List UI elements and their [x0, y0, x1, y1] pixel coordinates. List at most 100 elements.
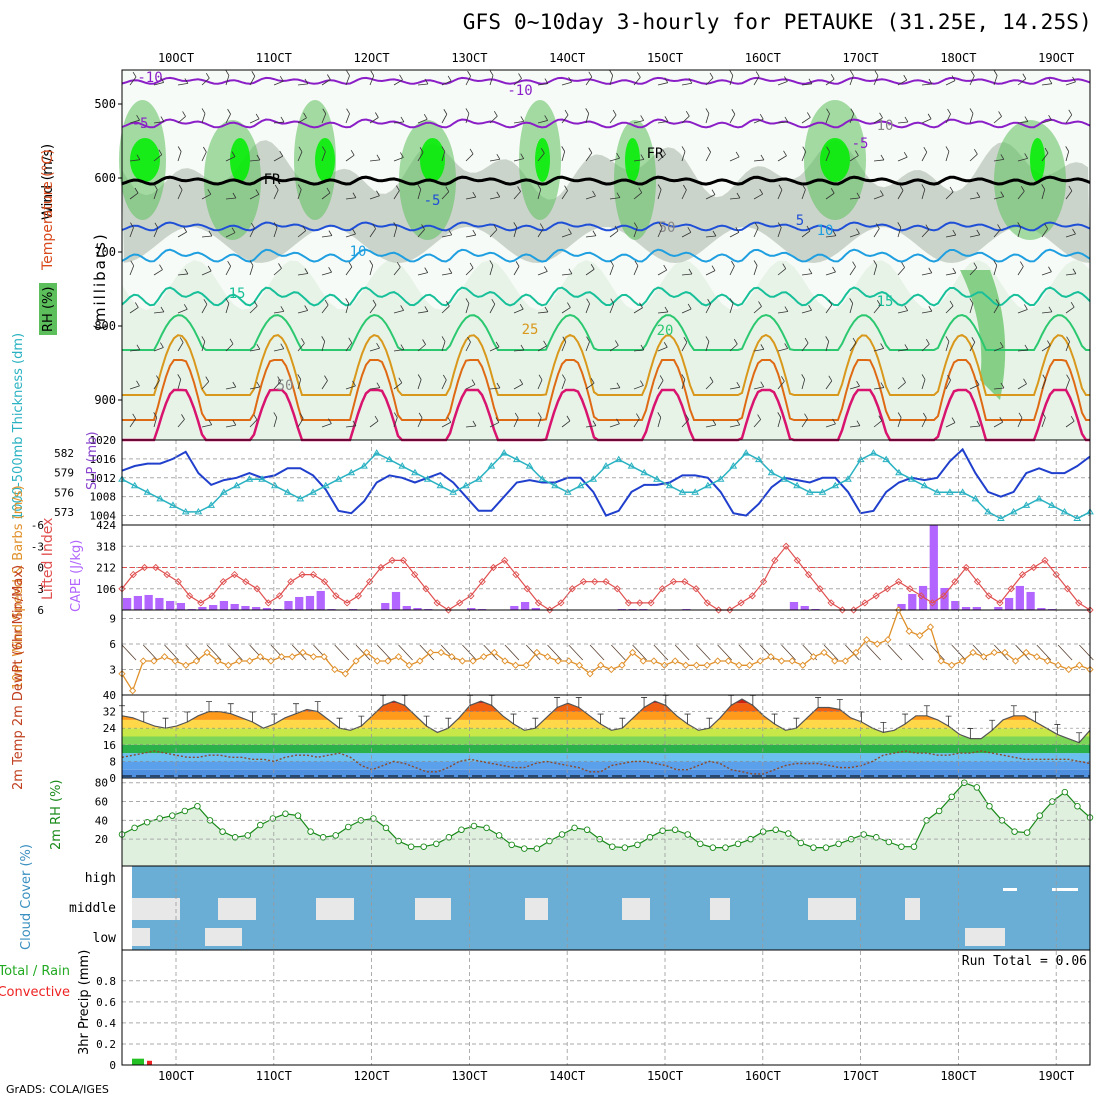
thickness-marker [678, 488, 687, 495]
wind-barb [417, 417, 423, 428]
wind-barb-flag [925, 224, 930, 230]
cape-bar [327, 608, 336, 610]
li-tick-6: 6 [37, 604, 44, 617]
li-marker [242, 578, 250, 586]
upper-air-panel: -10 -10 -5 -5 FR FR -5 5 10 10 15 15 20 25 50 50 10 Wind … [39, 70, 1091, 442]
rh-saturated-patch [420, 138, 445, 182]
cape-bar [510, 605, 519, 610]
wind-barb [129, 418, 137, 428]
wind-barb-flag [399, 74, 403, 81]
wind-barb-flag [441, 146, 446, 152]
wind-barb-flag [880, 343, 885, 349]
wind-barb [801, 117, 811, 124]
wind-barb-flag [1048, 306, 1053, 313]
wind10m-marker [256, 653, 264, 661]
minmax-whisker [1032, 711, 1039, 722]
wind-barb [945, 80, 956, 86]
wind-barb-flag [561, 146, 566, 152]
wind-barb [417, 272, 428, 276]
minmax-whisker [510, 713, 517, 725]
wind-barb-flag [396, 185, 400, 191]
wind-barb-flag [1066, 336, 1070, 342]
wind-barb [465, 341, 471, 352]
surface-wind-barb [504, 644, 520, 661]
wind-barb-flag [136, 380, 140, 387]
wind-barb [921, 310, 932, 314]
li-marker [512, 570, 520, 579]
ylabel-rh2m: 2m RH (%) [49, 779, 64, 850]
wind-barb [297, 230, 306, 238]
contour-label: 10 [877, 118, 894, 134]
wind-barb [417, 311, 428, 314]
wind-barb-flag [398, 377, 403, 383]
rh2m-marker [659, 827, 666, 834]
wind10m-marker [320, 653, 328, 661]
cape-bar [961, 606, 971, 610]
wind10m-marker [777, 657, 786, 665]
wind-barb-flag [856, 420, 861, 426]
wind-barb-flag [634, 260, 639, 267]
wind-barb [729, 114, 736, 124]
thickness-marker [640, 468, 649, 476]
minmax-whisker [206, 701, 213, 712]
x-tick-top-11OCT: 11OCT [256, 51, 292, 65]
cloud-row-low: low [93, 931, 117, 946]
wind-barb [825, 78, 835, 86]
wind10m-marker [522, 661, 530, 669]
wind10m-marker [607, 665, 615, 674]
temp-tick-16: 16 [103, 739, 116, 752]
wind-barb [393, 382, 403, 390]
thickness-marker [563, 488, 572, 495]
wind-barb [537, 153, 545, 162]
wind-barb [825, 151, 830, 162]
wind-barb-flag [442, 374, 447, 381]
x-tick-top-10OCT: 10OCT [158, 51, 194, 65]
wind-barb-flag [277, 376, 282, 382]
rh2m-area [122, 782, 1090, 866]
wind-barb-flag [688, 78, 693, 84]
wind-barb [297, 310, 308, 314]
wind-barb-flag [256, 343, 261, 350]
wind10m-marker [480, 653, 488, 661]
wind-barb-flag [806, 225, 811, 232]
wind-barb-flag [472, 229, 477, 236]
wind10m-marker [958, 657, 966, 665]
ylabel-slp: SLP (mb) [85, 431, 100, 490]
li-marker [163, 570, 171, 579]
wind-barb [969, 75, 975, 86]
wind-barb [129, 349, 140, 352]
cape-bar [413, 607, 422, 610]
thickness-marker [971, 494, 980, 502]
rh2m-marker [810, 844, 817, 851]
wind-barb [537, 189, 542, 200]
wind-barb-flag [376, 190, 380, 196]
wind-barb [849, 233, 860, 238]
wind-barb [873, 420, 883, 428]
wind-barb [705, 381, 714, 390]
thickness-marker [525, 462, 534, 469]
minmax-whisker [989, 719, 996, 731]
wind-barb [729, 303, 734, 314]
wind-barb [153, 380, 160, 390]
thickness-tick-579: 579 [54, 467, 74, 480]
wind-barb [993, 196, 1004, 200]
wind-barb-flag [369, 260, 374, 266]
minmax-whisker [945, 715, 952, 727]
wind-barb [249, 348, 260, 352]
wind-barb-flag [153, 184, 158, 190]
wind-barb [417, 118, 428, 124]
thickness-marker [143, 488, 152, 495]
wind-barb [849, 303, 854, 314]
li-tick-0: 0 [37, 562, 44, 575]
li-marker [692, 585, 700, 593]
wind-barb [1041, 417, 1046, 428]
wind-barb [489, 115, 498, 124]
li-marker [624, 599, 633, 607]
li-marker [253, 585, 261, 593]
wind-barb [369, 265, 374, 276]
thickness-tick-576: 576 [54, 486, 74, 499]
wind10m-marker [1022, 648, 1030, 657]
wind-barb-flag [301, 338, 305, 344]
wind-barb-flag [540, 148, 545, 154]
wind-barb-flag [1018, 412, 1023, 419]
